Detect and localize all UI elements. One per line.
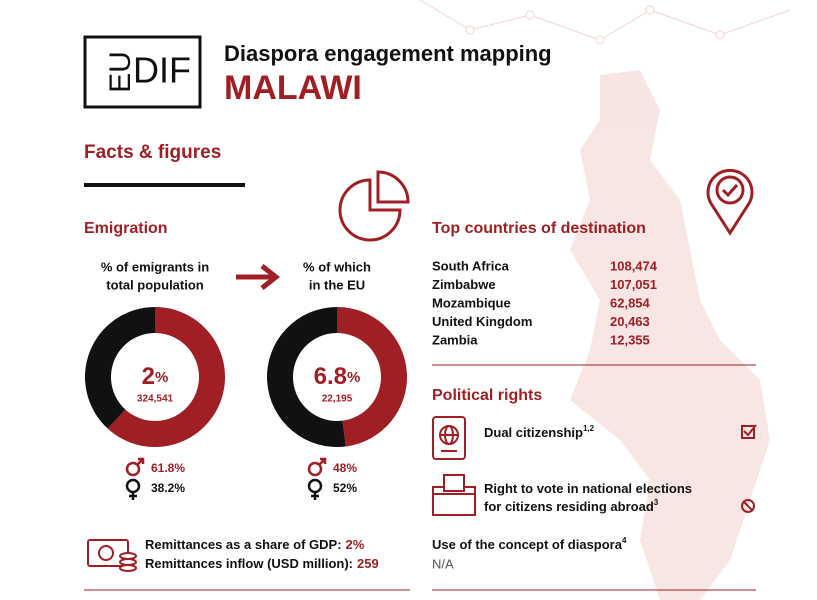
- donut-male: [107, 307, 225, 447]
- male-arrow: [318, 457, 327, 466]
- rights-title: Political rights: [432, 387, 542, 404]
- remittance-label: Remittances as a share of GDP:: [145, 537, 342, 552]
- donut-value: 2%: [142, 363, 169, 390]
- right-text: Dual citizenship1,2: [484, 424, 595, 440]
- female-icon: [125, 478, 141, 494]
- country: MALAWI: [224, 69, 362, 107]
- right-text: Right to vote in national elections: [484, 481, 692, 496]
- no-icon: [741, 499, 755, 513]
- ballot-icon: [432, 474, 476, 516]
- value: 6.8: [314, 363, 347, 390]
- country-count: 12,355: [610, 332, 650, 347]
- unit: %: [347, 369, 360, 386]
- footnote: 3: [654, 498, 659, 507]
- title: Diaspora engagement mapping: [224, 41, 552, 66]
- donut-label: total population: [106, 277, 204, 292]
- donut-label: % of which: [303, 259, 371, 274]
- female-icon: [307, 478, 323, 494]
- male-icon: [125, 461, 141, 477]
- remittance-value: 259: [357, 556, 379, 571]
- concept-value: N/A: [432, 556, 454, 571]
- footnote: 4: [622, 536, 627, 545]
- emigration-title: Emigration: [84, 220, 168, 237]
- concept-label: Use of the concept of diaspora4: [432, 536, 627, 552]
- right-line: Right to vote in national elections: [484, 481, 692, 496]
- destinations-table: South Africa 108,474 Zimbabwe 107,051 Mozamb…: [432, 258, 658, 347]
- logo-right: DIF: [133, 50, 191, 91]
- donut-label: % of emigrants in: [101, 259, 209, 274]
- donut-count: 324,541: [137, 394, 174, 405]
- map-shape: [570, 70, 770, 600]
- remittance-value: 2%: [346, 537, 365, 552]
- remittance-line: Remittances inflow (USD million): 259: [145, 556, 379, 571]
- male-share: 48%: [333, 461, 357, 475]
- passport-icon: [432, 416, 466, 460]
- logo-box: [83, 35, 202, 109]
- donut-female: [84, 307, 155, 429]
- right-text: for citizens residing abroad3: [484, 498, 659, 514]
- donut-label: in the EU: [309, 277, 365, 292]
- country-name: South Africa: [432, 258, 510, 273]
- arrow: [236, 264, 281, 290]
- female-cross: [129, 492, 137, 500]
- country-name: Zimbabwe: [432, 277, 496, 292]
- donuts: % of emigrants in total population 2% 324,5…: [84, 259, 407, 500]
- remittances: Remittances as a share of GDP: 2%Remittan…: [145, 537, 379, 571]
- unit: %: [155, 369, 168, 386]
- remittance-line: Remittances as a share of GDP: 2%: [145, 537, 365, 552]
- country-count: 62,854: [610, 295, 651, 310]
- country-name: Mozambique: [432, 295, 511, 310]
- female-share: 52%: [333, 481, 357, 495]
- country-count: 108,474: [610, 258, 658, 273]
- remittance-label: Remittances inflow (USD million):: [145, 556, 353, 571]
- right-line: for citizens residing abroad: [484, 499, 654, 514]
- donut-male: [337, 307, 407, 447]
- footnote: 1,2: [583, 424, 595, 433]
- country-count: 20,463: [610, 314, 650, 329]
- country-count: 107,051: [610, 277, 657, 292]
- logo-left: EU: [104, 51, 137, 93]
- donut-count: 22,195: [322, 394, 353, 405]
- donut-female: [266, 307, 346, 447]
- value: 2: [142, 363, 155, 390]
- right-line: Dual citizenship: [484, 425, 583, 440]
- location-icon: [706, 168, 754, 236]
- concept-text: Use of the concept of diaspora: [432, 537, 623, 552]
- country-name: Zambia: [432, 332, 478, 347]
- money-icon: [87, 539, 137, 572]
- rights-list: Dual citizenship1,2 Right to vote in nati…: [484, 424, 692, 514]
- background: [419, 0, 791, 600]
- male-icon: [307, 461, 323, 477]
- donut-value: 6.8%: [314, 363, 361, 390]
- male-arrow: [136, 457, 145, 466]
- section-title: Facts & figures: [84, 142, 221, 163]
- section-rule: [84, 183, 245, 187]
- female-share: 38.2%: [151, 481, 185, 495]
- female-cross: [311, 492, 319, 500]
- pie-icon: [338, 170, 410, 242]
- country-name: United Kingdom: [432, 314, 532, 329]
- male-share: 61.8%: [151, 461, 185, 475]
- check-icon: [741, 424, 757, 439]
- destinations-title: Top countries of destination: [432, 220, 646, 237]
